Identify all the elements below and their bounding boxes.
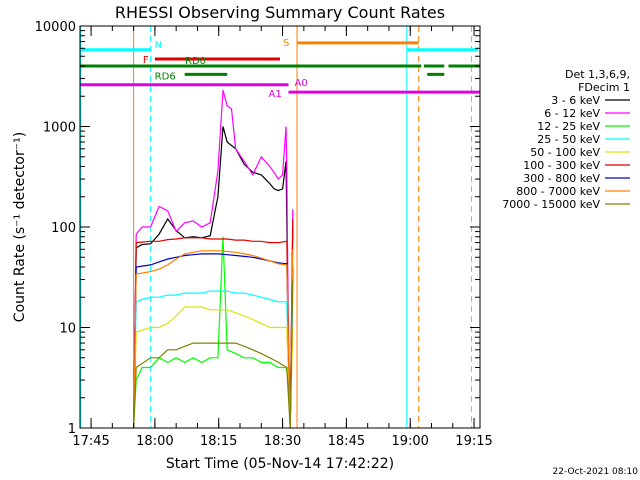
legend-label: 7000 - 15000 keV bbox=[502, 198, 600, 211]
x-tick-label: 19:15 bbox=[455, 434, 492, 449]
series-line-25-50-kev bbox=[133, 290, 294, 429]
series-line-3-6-kev bbox=[133, 126, 294, 429]
legend-label: 3 - 6 keV bbox=[551, 94, 600, 107]
legend-label: 800 - 7000 keV bbox=[516, 185, 600, 198]
series-line-300-800-kev bbox=[133, 253, 294, 429]
legend-label: 25 - 50 keV bbox=[537, 133, 600, 146]
y-axis-label: Count Rate (s⁻¹ detector⁻¹) bbox=[12, 132, 28, 322]
series-line-7000-15000-kev bbox=[133, 279, 294, 429]
y-tick-label: 100 bbox=[51, 221, 76, 236]
series-line-12-25-kev bbox=[133, 236, 294, 429]
series-line-800-7000-kev bbox=[133, 249, 294, 429]
flag-label-n: N bbox=[155, 40, 162, 51]
series-line-100-300-kev bbox=[133, 218, 294, 429]
legend-header-line: FDecim 1 bbox=[578, 81, 630, 94]
x-tick-label: 19:00 bbox=[391, 434, 428, 449]
flag-label-rd6: RD6 bbox=[155, 71, 176, 82]
flag-label-a0: A0 bbox=[295, 78, 308, 89]
x-tick-label: 18:15 bbox=[200, 434, 237, 449]
y-tick-label: 10000 bbox=[35, 20, 76, 35]
y-tick-label: 10 bbox=[59, 322, 76, 337]
legend-label: 100 - 300 keV bbox=[523, 159, 600, 172]
series-line-50-100-kev bbox=[133, 306, 294, 429]
legend-label: 12 - 25 keV bbox=[537, 120, 600, 133]
x-tick-label: 18:00 bbox=[136, 434, 173, 449]
flag-label-s: S bbox=[283, 38, 289, 49]
x-axis-label: Start Time (05-Nov-14 17:42:22) bbox=[166, 456, 394, 472]
x-tick-label: 18:45 bbox=[328, 434, 365, 449]
flag-label-f: F bbox=[143, 55, 149, 66]
legend-label: 6 - 12 keV bbox=[544, 107, 600, 120]
x-tick-label: 17:45 bbox=[72, 434, 109, 449]
legend-header-line: Det 1,3,6,9, bbox=[565, 68, 630, 81]
flag-label-a1: A1 bbox=[269, 89, 282, 100]
y-tick-label: 1 bbox=[68, 422, 76, 437]
legend-label: 300 - 800 keV bbox=[523, 172, 600, 185]
x-tick-label: 18:30 bbox=[264, 434, 301, 449]
series-line-6-12-kev bbox=[133, 89, 294, 429]
timestamp: 22-Oct-2021 08:10 bbox=[553, 467, 639, 477]
chart-title: RHESSI Observing Summary Count Rates bbox=[115, 3, 445, 22]
legend-label: 50 - 100 keV bbox=[530, 146, 600, 159]
y-tick-label: 1000 bbox=[43, 121, 76, 136]
flag-label-rd0: RD0 bbox=[185, 56, 206, 67]
